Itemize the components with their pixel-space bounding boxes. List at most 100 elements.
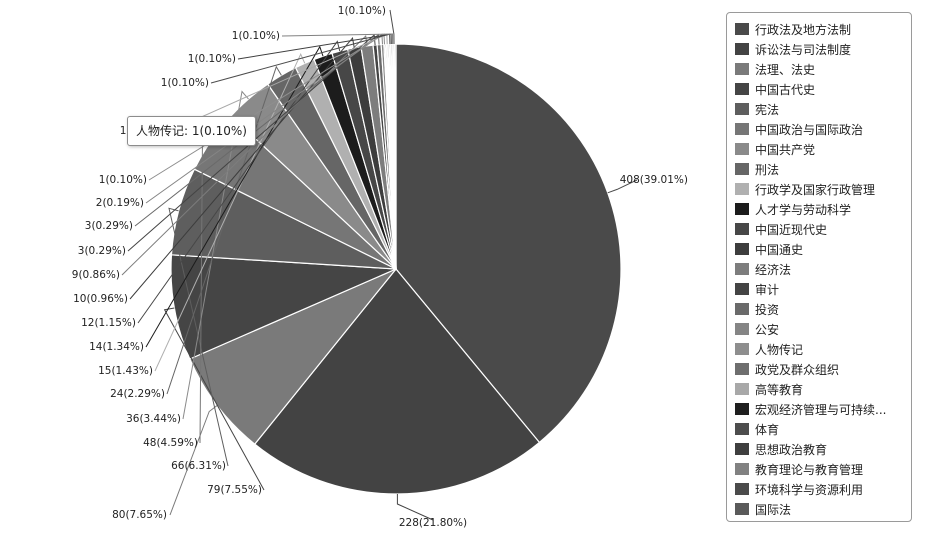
data-label: 24(2.29%) <box>110 388 165 400</box>
label-leader-line <box>607 179 638 194</box>
slice-tooltip: 人物传记: 1(0.10%) <box>127 116 256 146</box>
legend-swatch <box>735 123 749 135</box>
legend-swatch <box>735 143 749 155</box>
data-label: 408(39.01%) <box>620 174 688 186</box>
legend-item[interactable]: 诉讼法与司法制度 <box>735 39 911 59</box>
legend-label: 行政学及国家行政管理 <box>755 182 876 197</box>
pie-slices <box>170 43 622 495</box>
data-label: 1(0.10%) <box>161 77 209 89</box>
legend-label: 行政法及地方法制 <box>755 22 852 37</box>
legend-swatch <box>735 463 749 475</box>
legend-item[interactable]: 宏观经济管理与可持续... <box>735 399 911 419</box>
legend-swatch <box>735 243 749 255</box>
legend-item[interactable]: 中国近现代史 <box>735 219 911 239</box>
legend-item[interactable]: 中国古代史 <box>735 79 911 99</box>
data-label: 12(1.15%) <box>81 317 136 329</box>
legend-item[interactable]: 行政法及地方法制 <box>735 19 911 39</box>
data-label: 36(3.44%) <box>126 413 181 425</box>
legend-swatch <box>735 163 749 175</box>
legend-swatch <box>735 303 749 315</box>
legend-item[interactable]: 思想政治教育 <box>735 439 911 459</box>
legend-label: 体育 <box>755 422 780 437</box>
legend-item[interactable]: 投资 <box>735 299 911 319</box>
legend-item[interactable]: 人物传记 <box>735 339 911 359</box>
label-leader-line <box>154 52 306 372</box>
data-label: 1(0.10%) <box>99 174 147 186</box>
legend-label: 高等教育 <box>755 382 804 397</box>
legend-label: 宪法 <box>755 102 780 117</box>
label-leader-line <box>121 34 368 276</box>
data-labels: 408(39.01%) 228(21.80%) 80(7.65%) 79(7.55%)… <box>72 5 688 529</box>
legend-item[interactable]: 刑法 <box>735 159 911 179</box>
label-leader-line <box>389 9 395 45</box>
legend-swatch <box>735 443 749 455</box>
legend-item[interactable]: 公安 <box>735 319 911 339</box>
legend-item[interactable]: 中国通史 <box>735 239 911 259</box>
legend-label: 法理、法史 <box>755 62 816 77</box>
legend-swatch <box>735 383 749 395</box>
legend-swatch <box>735 63 749 75</box>
legend-swatch <box>735 223 749 235</box>
legend: 行政法及地方法制 诉讼法与司法制度 法理、法史中国古代史宪法中国政治与国际政治 中国共… <box>726 12 912 522</box>
data-label: 3(0.29%) <box>85 220 133 232</box>
legend-item[interactable]: 宪法 <box>735 99 911 119</box>
data-label: 66(6.31%) <box>171 460 226 472</box>
data-label: 3(0.29%) <box>78 245 126 257</box>
legend-swatch <box>735 343 749 355</box>
data-label: 1(0.10%) <box>338 5 386 17</box>
legend-item[interactable]: 国际法 <box>735 499 911 519</box>
legend-item[interactable]: 体育 <box>735 419 911 439</box>
legend-item[interactable]: 法理、法史 <box>735 59 911 79</box>
legend-item[interactable]: 高等教育 <box>735 379 911 399</box>
legend-item[interactable]: 中国共产党 <box>735 139 911 159</box>
legend-item[interactable]: 审计 <box>735 279 911 299</box>
data-label: 79(7.55%) <box>207 484 262 496</box>
label-leader-line <box>163 307 265 491</box>
legend-swatch <box>735 43 749 55</box>
legend-swatch <box>735 263 749 275</box>
legend-swatch <box>735 203 749 215</box>
legend-label: 经济法 <box>755 262 792 277</box>
legend-label: 公安 <box>755 322 780 337</box>
data-label: 10(0.96%) <box>73 293 128 305</box>
legend-item[interactable]: 政党及群众组织 <box>735 359 911 379</box>
legend-item[interactable]: 人才学与劳动科学 <box>735 199 911 219</box>
legend-label: 投资 <box>755 302 780 317</box>
legend-swatch <box>735 483 749 495</box>
legend-item[interactable]: 行政学及国家行政管理 <box>735 179 911 199</box>
legend-item[interactable]: 教育理论与教育管理 <box>735 459 911 479</box>
legend-label: 思想政治教育 <box>755 442 828 457</box>
legend-swatch <box>735 183 749 195</box>
label-leader-line <box>127 33 376 252</box>
legend-label: 审计 <box>755 282 780 297</box>
legend-swatch <box>735 283 749 295</box>
legend-item[interactable]: 中国政治与国际政治 <box>735 119 911 139</box>
legend-item[interactable]: 环境科学与资源利用 <box>735 479 911 499</box>
legend-swatch <box>735 323 749 335</box>
legend-swatch <box>735 23 749 35</box>
pie-slice[interactable] <box>394 43 397 270</box>
legend-label: 国际法 <box>755 502 792 517</box>
legend-label: 中国通史 <box>755 242 804 257</box>
data-label: 15(1.43%) <box>98 365 153 377</box>
legend-label: 人物传记 <box>755 342 804 357</box>
pie-slice[interactable] <box>170 254 397 360</box>
data-label: 228(21.80%) <box>399 517 467 529</box>
legend-label: 中国共产党 <box>755 142 816 157</box>
legend-swatch <box>735 83 749 95</box>
legend-item[interactable]: 经济法 <box>735 259 911 279</box>
legend-swatch <box>735 503 749 515</box>
legend-label: 宏观经济管理与可持续... <box>755 402 887 417</box>
legend-label: 中国政治与国际政治 <box>755 122 864 137</box>
data-label: 2(0.19%) <box>96 197 144 209</box>
legend-label: 诉讼法与司法制度 <box>755 42 852 57</box>
legend-label: 政党及群众组织 <box>755 362 840 377</box>
legend-label: 环境科学与资源利用 <box>755 482 864 497</box>
pie-slice[interactable] <box>395 43 622 444</box>
pie-slice[interactable] <box>253 268 541 495</box>
legend-label: 教育理论与教育管理 <box>755 462 864 477</box>
legend-label: 人才学与劳动科学 <box>755 202 852 217</box>
label-leader-line <box>396 494 434 521</box>
data-label: 80(7.65%) <box>112 509 167 521</box>
